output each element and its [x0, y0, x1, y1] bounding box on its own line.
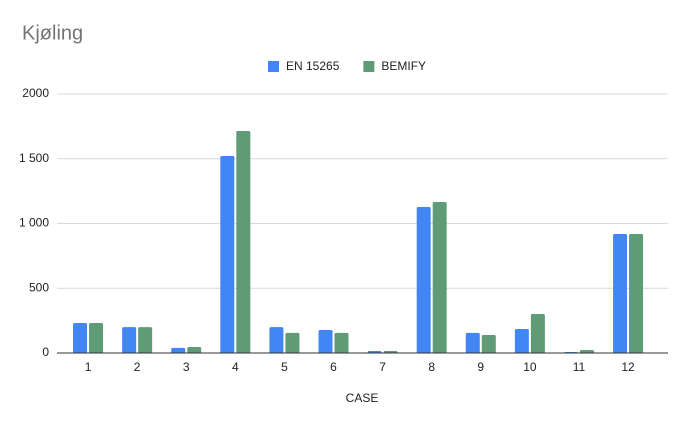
x-tick-label: 3 — [183, 360, 190, 374]
bar — [481, 334, 496, 353]
bar — [465, 332, 480, 353]
bar — [122, 327, 137, 353]
chart-title: Kjøling — [22, 22, 83, 44]
bar — [285, 332, 300, 353]
bar — [432, 202, 447, 353]
x-tick-label: 9 — [477, 360, 484, 374]
y-tick-label: 1 000 — [19, 216, 49, 230]
x-tick-label: 1 — [85, 360, 92, 374]
bar — [318, 329, 333, 353]
legend-swatch — [268, 61, 279, 72]
legend-label: BEMIFY — [381, 59, 426, 73]
bar — [236, 131, 251, 353]
bar — [187, 347, 202, 353]
bar — [138, 327, 153, 353]
bar — [629, 233, 644, 353]
bar — [220, 156, 235, 353]
bar — [416, 207, 431, 353]
y-tick-label: 2000 — [22, 86, 49, 100]
bar — [269, 327, 284, 353]
x-tick-label: 8 — [428, 360, 435, 374]
bar — [579, 350, 594, 353]
x-tick-label: 12 — [621, 360, 635, 374]
bar — [73, 322, 88, 353]
x-axis-label: CASE — [346, 391, 379, 405]
y-tick-label: 0 — [42, 345, 49, 359]
y-tick-label: 500 — [29, 280, 49, 294]
x-tick-label: 11 — [573, 360, 586, 374]
y-tick-label: 1 500 — [19, 151, 49, 165]
legend-swatch — [363, 61, 375, 72]
bar — [334, 332, 349, 353]
x-tick-label: 5 — [281, 360, 288, 374]
bar — [171, 347, 186, 353]
x-tick-label: 6 — [330, 360, 337, 374]
bar — [514, 329, 529, 353]
bar — [89, 322, 104, 353]
bar — [613, 233, 628, 353]
x-tick-label: 4 — [232, 360, 239, 374]
x-tick-label: 10 — [523, 360, 537, 374]
x-tick-label: 7 — [379, 360, 386, 374]
legend-label: EN 15265 — [286, 59, 340, 73]
x-tick-label: 2 — [134, 360, 141, 374]
bar — [530, 314, 545, 353]
